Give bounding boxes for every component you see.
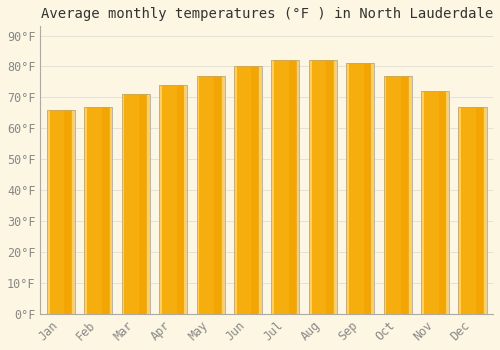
Bar	[102, 107, 109, 314]
Bar	[124, 94, 147, 314]
Bar	[87, 107, 110, 314]
Bar	[47, 110, 75, 314]
Bar	[424, 91, 446, 314]
Bar	[236, 66, 259, 314]
Bar	[384, 76, 411, 314]
Bar	[196, 76, 224, 314]
Bar	[196, 76, 224, 314]
Bar	[272, 60, 299, 314]
Bar	[272, 60, 299, 314]
Bar	[162, 85, 184, 314]
Bar	[364, 63, 370, 314]
Bar	[47, 110, 75, 314]
Bar	[309, 60, 337, 314]
Bar	[234, 66, 262, 314]
Bar	[309, 60, 337, 314]
Bar	[384, 76, 411, 314]
Bar	[159, 85, 187, 314]
Bar	[200, 76, 222, 314]
Bar	[386, 76, 409, 314]
Bar	[346, 63, 374, 314]
Bar	[64, 110, 71, 314]
Bar	[349, 63, 372, 314]
Bar	[346, 63, 374, 314]
Bar	[274, 60, 296, 314]
Bar	[438, 91, 446, 314]
Bar	[139, 94, 146, 314]
Bar	[234, 66, 262, 314]
Bar	[458, 107, 486, 314]
Bar	[84, 107, 112, 314]
Bar	[122, 94, 150, 314]
Bar	[312, 60, 334, 314]
Bar	[421, 91, 449, 314]
Bar	[421, 91, 449, 314]
Bar	[159, 85, 187, 314]
Bar	[122, 94, 150, 314]
Bar	[176, 85, 184, 314]
Bar	[50, 110, 72, 314]
Bar	[214, 76, 221, 314]
Bar	[476, 107, 483, 314]
Bar	[326, 60, 334, 314]
Bar	[289, 60, 296, 314]
Title: Average monthly temperatures (°F ) in North Lauderdale: Average monthly temperatures (°F ) in No…	[40, 7, 493, 21]
Bar	[462, 107, 483, 314]
Bar	[401, 76, 408, 314]
Bar	[252, 66, 258, 314]
Bar	[458, 107, 486, 314]
Bar	[84, 107, 112, 314]
